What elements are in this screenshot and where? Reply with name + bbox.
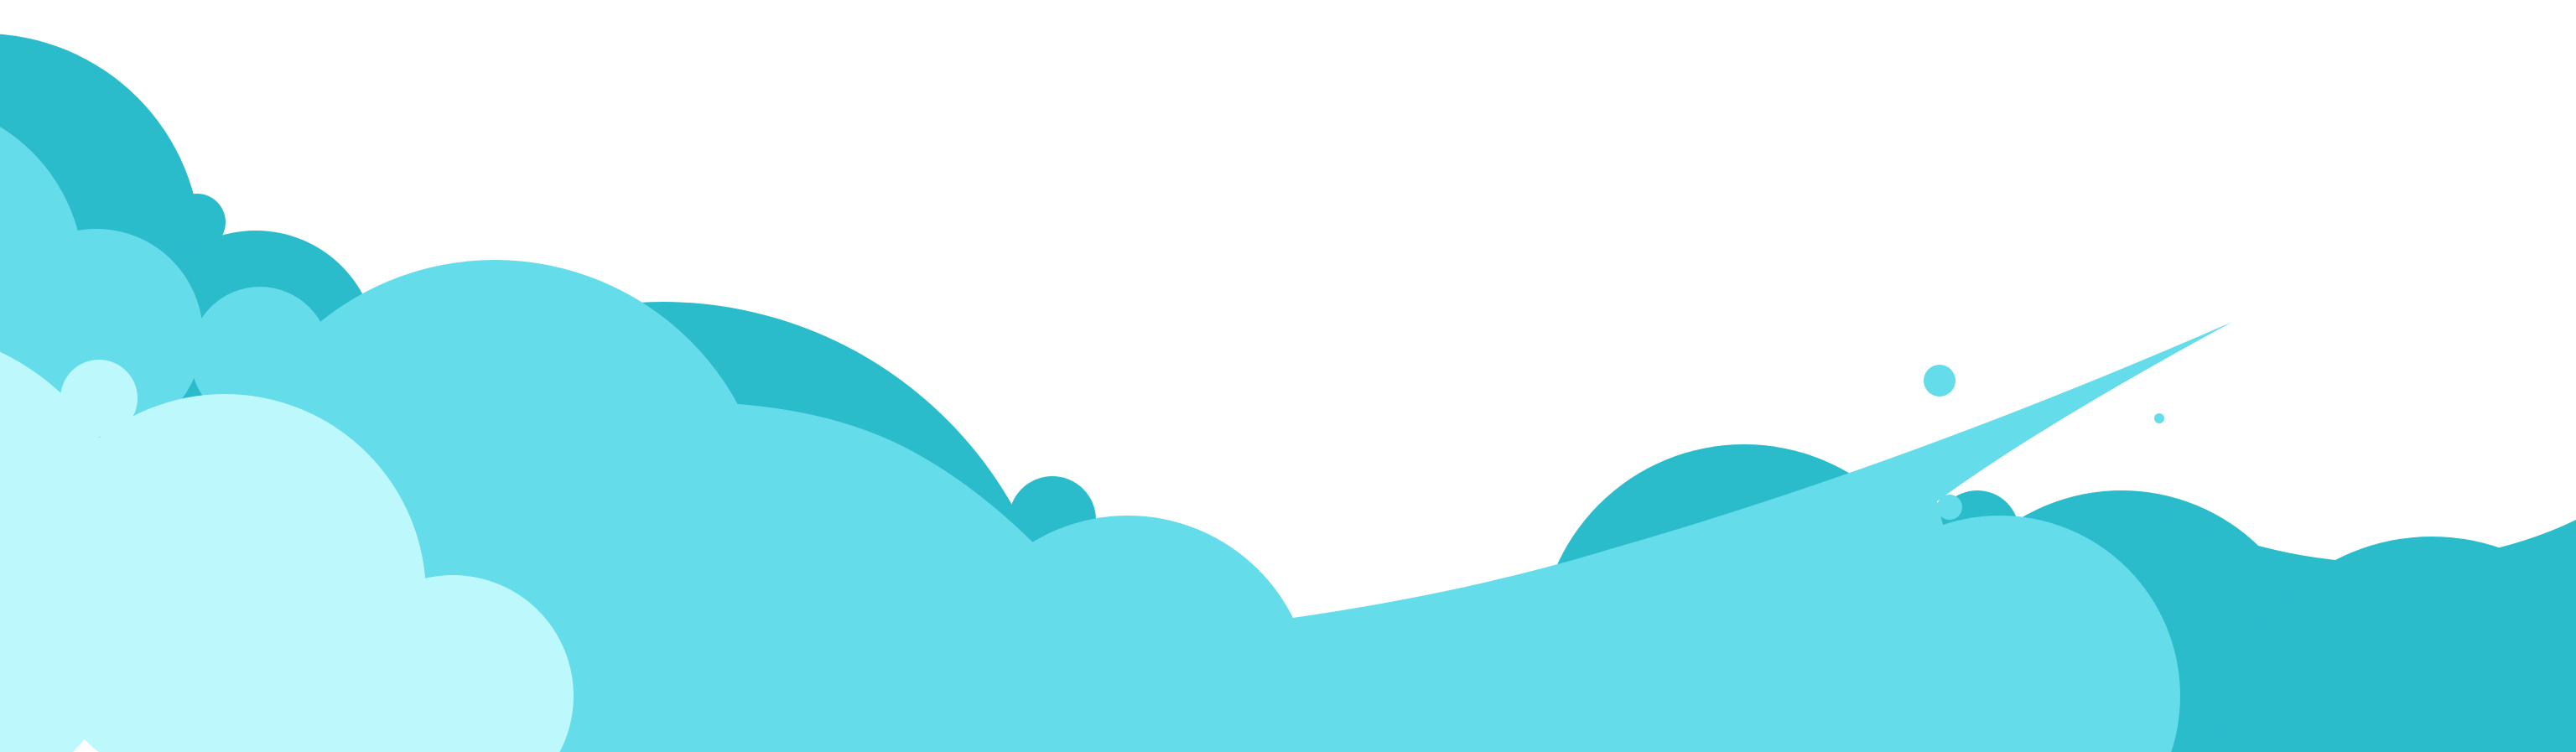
back-cloud-right-3: [2222, 537, 2576, 752]
swoosh-tail: [1275, 322, 2232, 752]
mid-cloud-center-bump: [943, 516, 1312, 752]
back-cloud-left-bump: [169, 194, 226, 251]
mid-cloud-right-large: [1820, 516, 2180, 752]
front-cloud-layer: [0, 351, 574, 752]
mid-cloud-right-bump-small: [1937, 495, 1962, 520]
front-cloud-left-bump: [60, 360, 138, 437]
floating-bubble-large: [1924, 365, 1955, 397]
front-cloud-left-medium: [23, 394, 426, 752]
floating-bubble-small: [2154, 413, 2164, 423]
front-cloud-right-small: [332, 575, 574, 752]
